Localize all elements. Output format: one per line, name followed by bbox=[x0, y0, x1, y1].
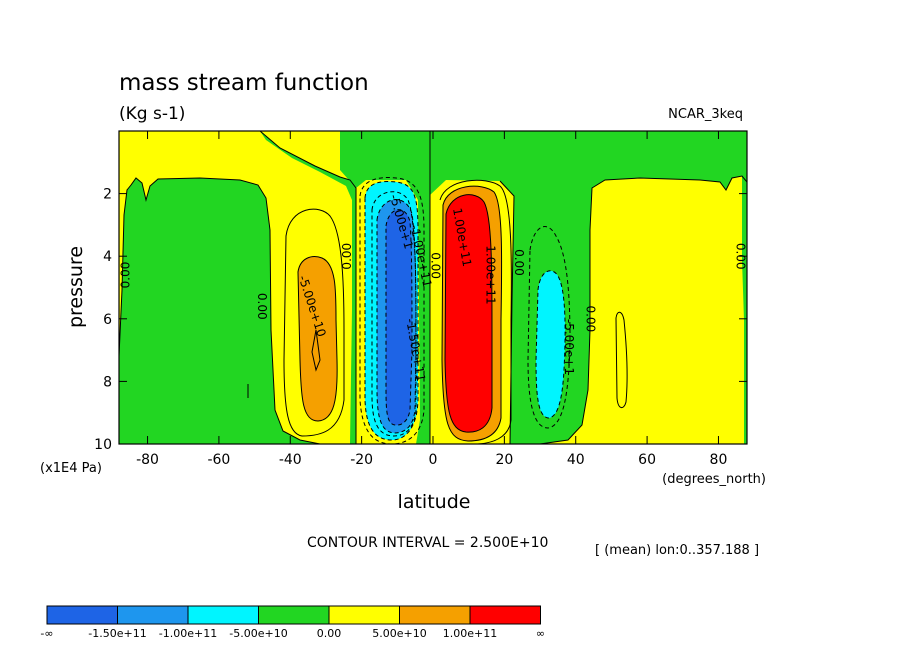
x-axis-label: latitude bbox=[398, 491, 471, 513]
contour-label: 0.00 bbox=[584, 305, 598, 332]
contour-m25-sh bbox=[359, 177, 425, 444]
mean-note: [ (mean) lon:0..357.188 ] bbox=[595, 543, 759, 558]
x-axis: -80 -60 -40 -20 0 20 40 60 80 bbox=[136, 131, 727, 468]
colorbar-swatch bbox=[46, 605, 118, 625]
y-tick-label: 8 bbox=[103, 374, 112, 390]
y-tick-label: 2 bbox=[103, 187, 112, 203]
colorbar-label: 5.00e+10 bbox=[372, 627, 426, 640]
contour-p50-nh bbox=[441, 185, 503, 442]
x-tick-label: -20 bbox=[350, 452, 373, 468]
contour-p100-nh bbox=[444, 194, 493, 433]
x-tick-label: -40 bbox=[279, 452, 302, 468]
fill-neg-inf-to-m150 bbox=[386, 209, 412, 426]
x-tick-label: 0 bbox=[429, 452, 438, 468]
y-tick-label: 6 bbox=[103, 312, 112, 328]
x-tick-label: 20 bbox=[495, 452, 513, 468]
colorbar-label: -1.00e+11 bbox=[159, 627, 217, 640]
x-tick-label: 80 bbox=[710, 452, 728, 468]
contour-p25-nh-small bbox=[615, 311, 628, 408]
x-tick-label: 40 bbox=[567, 452, 585, 468]
fill-m50-to-0-east bbox=[742, 176, 747, 444]
contour-zero-sh2 bbox=[259, 131, 357, 444]
contour-label: -5.00e+1 bbox=[562, 319, 576, 375]
colorbar-label: 0.00 bbox=[317, 627, 342, 640]
contour-lines bbox=[119, 131, 747, 444]
fill-m50-to-0-nh bbox=[430, 131, 747, 444]
colorbar-swatch bbox=[328, 605, 400, 625]
colorbar-swatch bbox=[187, 605, 259, 625]
contour-zero-sh bbox=[119, 177, 321, 444]
contour-label: 0.00 bbox=[428, 252, 442, 279]
contour-p25-sh bbox=[283, 208, 345, 437]
dataset-name: NCAR_3keq bbox=[668, 107, 743, 122]
contour-p50-sh bbox=[297, 256, 338, 422]
contour-interval: CONTOUR INTERVAL = 2.500E+10 bbox=[307, 535, 548, 551]
x-tick-label: -80 bbox=[136, 452, 159, 468]
contour-label: 0.00 bbox=[255, 293, 269, 320]
contour-m150-sh bbox=[385, 209, 413, 426]
contour-label: 0.00 bbox=[340, 243, 354, 270]
contour-p75-sh bbox=[311, 329, 321, 372]
contour-label: 0.00 bbox=[512, 249, 526, 276]
contour-p25-nh bbox=[439, 179, 512, 444]
colorbar: -∞ -1.50e+11 -1.00e+11 -5.00e+10 0.00 5.00e+1… bbox=[40, 605, 545, 640]
colorbar-swatch bbox=[258, 605, 330, 625]
x-tick-label: -60 bbox=[207, 452, 230, 468]
contour-m50-nh bbox=[535, 270, 566, 419]
contour-fills bbox=[119, 131, 747, 444]
contour-lines-negative bbox=[359, 177, 571, 444]
plot-area: 0.000.00 -5.00e+100.00-5.00e+1-1.00e+11-1… bbox=[118, 130, 748, 445]
contour-label: 1.00e+11 bbox=[484, 245, 498, 304]
colorbar-swatch bbox=[399, 605, 471, 625]
contour-m50-sh bbox=[364, 181, 419, 441]
contour-m75-sh bbox=[371, 191, 417, 437]
colorbar-swatch bbox=[117, 605, 189, 625]
y-axis-label: pressure bbox=[65, 246, 87, 328]
colorbar-label: ∞ bbox=[536, 627, 545, 640]
y-units-label: (x1E4 Pa) bbox=[40, 461, 102, 476]
contour-zero-nh bbox=[539, 175, 747, 444]
chart-units: (Kg s-1) bbox=[119, 104, 185, 124]
colorbar-label: -1.50e+11 bbox=[88, 627, 146, 640]
fill-m100-to-m50-nh bbox=[536, 270, 566, 418]
y-tick-label: 10 bbox=[94, 437, 112, 453]
fill-p100-to-inf bbox=[445, 194, 492, 433]
colorbar-label: 1.00e+11 bbox=[443, 627, 497, 640]
fill-zero-to-50-small bbox=[616, 312, 628, 408]
x-units-label: (degrees_north) bbox=[662, 472, 766, 487]
contour-m100-sh bbox=[376, 199, 417, 434]
colorbar-label: -5.00e+10 bbox=[229, 627, 287, 640]
colorbar-swatch bbox=[469, 605, 541, 625]
chart-title: mass stream function bbox=[119, 70, 369, 96]
colorbar-label: -∞ bbox=[40, 627, 53, 640]
fill-m50-to-0-trop bbox=[340, 131, 430, 444]
y-tick-label: 4 bbox=[103, 249, 112, 265]
x-tick-label: 60 bbox=[638, 452, 656, 468]
y-axis: 2 4 6 8 10 bbox=[94, 187, 747, 453]
contour-label: 0.00 bbox=[119, 262, 133, 289]
